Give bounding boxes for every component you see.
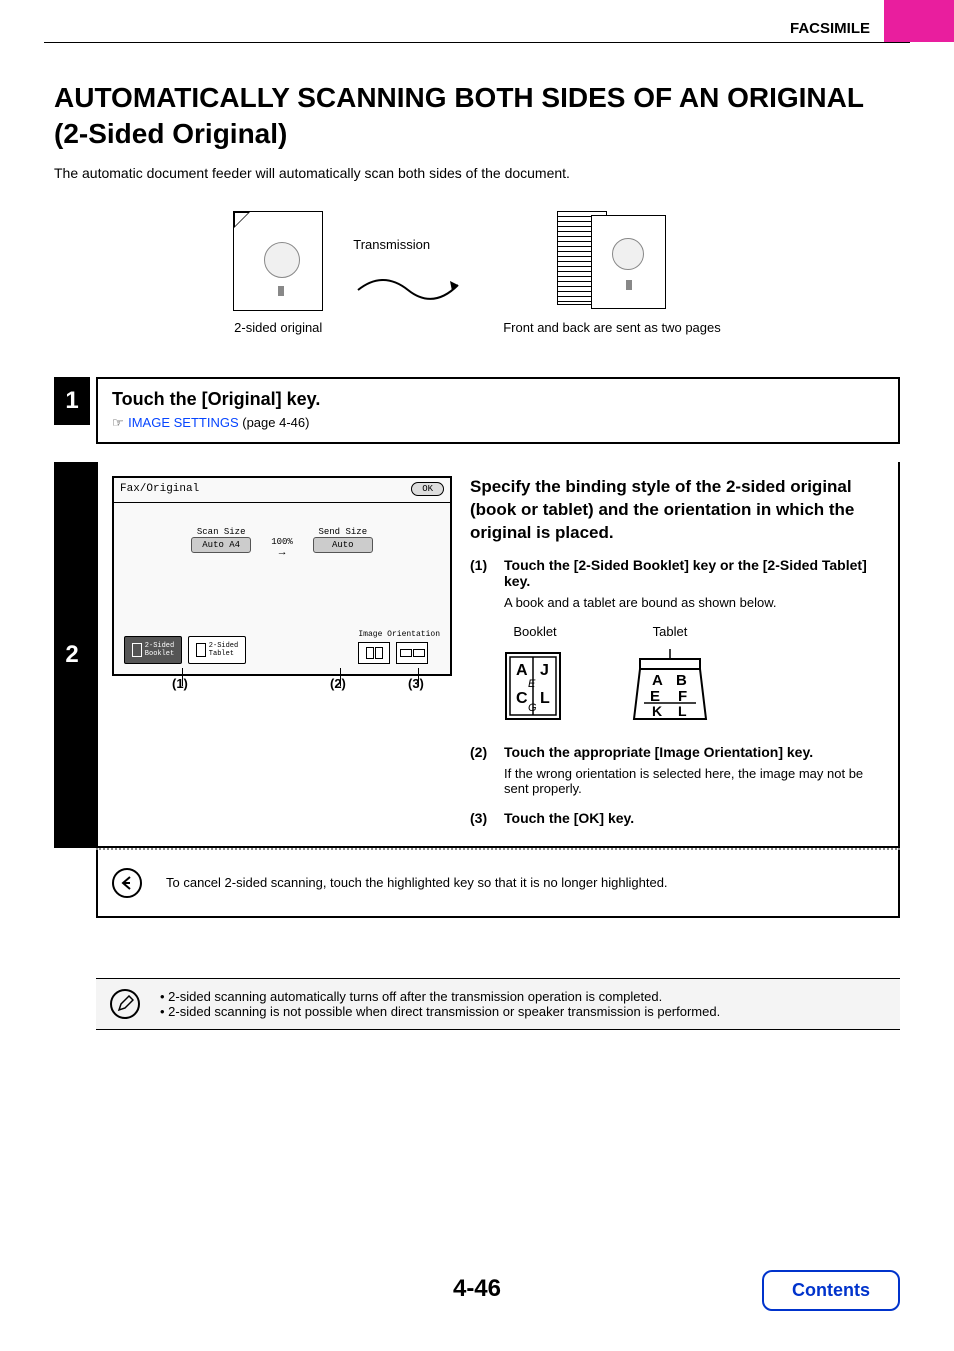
pencil-icon bbox=[110, 989, 140, 1019]
booklet-icon: A J E C L G bbox=[500, 645, 570, 725]
ok-button[interactable]: OK bbox=[411, 482, 444, 496]
cancel-text: To cancel 2-sided scanning, touch the hi… bbox=[166, 875, 668, 890]
cancel-note-row: To cancel 2-sided scanning, touch the hi… bbox=[96, 850, 900, 918]
svg-text:K: K bbox=[652, 703, 662, 719]
instructions-column: Specify the binding style of the 2-sided… bbox=[470, 476, 884, 826]
note-1: • 2-sided scanning automatically turns o… bbox=[160, 989, 720, 1004]
ui-panel-column: Fax/Original OK Scan Size Auto A4 100% → bbox=[112, 476, 452, 826]
right-caption: Front and back are sent as two pages bbox=[503, 319, 721, 337]
section-label: FACSIMILE bbox=[790, 20, 870, 37]
notes-box: • 2-sided scanning automatically turns o… bbox=[96, 978, 900, 1030]
substep2-body: If the wrong orientation is selected her… bbox=[504, 766, 884, 796]
scan-size-label: Scan Size bbox=[191, 527, 251, 537]
svg-text:E: E bbox=[528, 678, 536, 690]
pointer-icon: ☞ bbox=[112, 415, 124, 430]
scan-size-field[interactable]: Auto A4 bbox=[191, 537, 251, 553]
orientation-label: Image Orientation bbox=[358, 630, 440, 639]
substep2-num: (2) bbox=[470, 744, 496, 760]
callout-2: (2) bbox=[330, 676, 346, 691]
image-settings-link[interactable]: IMAGE SETTINGS bbox=[128, 415, 239, 430]
callout-3: (3) bbox=[408, 676, 424, 691]
booklet-label: Booklet bbox=[500, 624, 570, 639]
svg-text:B: B bbox=[676, 672, 687, 689]
step-2: 2 Fax/Original OK Scan Size Auto A4 bbox=[54, 462, 900, 848]
left-caption: 2-sided original bbox=[233, 319, 323, 337]
callout-1: (1) bbox=[172, 676, 188, 691]
substep3-title: Touch the [OK] key. bbox=[504, 810, 634, 826]
header-rule bbox=[44, 42, 910, 43]
section-tab bbox=[884, 0, 954, 42]
link-suffix: (page 4-46) bbox=[239, 415, 310, 430]
svg-text:A: A bbox=[652, 672, 663, 689]
page-title: AUTOMATICALLY SCANNING BOTH SIDES OF AN … bbox=[54, 80, 900, 153]
svg-text:L: L bbox=[678, 703, 687, 719]
step-1: 1 Touch the [Original] key. ☞ IMAGE SETT… bbox=[54, 377, 900, 444]
tablet-toggle[interactable]: 2-Sided Tablet bbox=[188, 636, 246, 664]
tablet-label: Tablet bbox=[630, 624, 710, 639]
send-size-field[interactable]: Auto bbox=[313, 537, 373, 553]
ratio-label: 100% bbox=[271, 537, 293, 547]
diagram-right: Front and back are sent as two pages bbox=[503, 211, 721, 337]
svg-text:G: G bbox=[528, 702, 537, 714]
booklet-toggle[interactable]: 2-Sided Booklet bbox=[124, 636, 182, 664]
substep1-num: (1) bbox=[470, 557, 496, 589]
contents-button[interactable]: Contents bbox=[762, 1270, 900, 1311]
svg-text:J: J bbox=[540, 662, 549, 679]
panel-title: Fax/Original bbox=[120, 483, 199, 495]
substep1-title: Touch the [2-Sided Booklet] key or the [… bbox=[504, 557, 884, 589]
step-number-2: 2 bbox=[54, 641, 90, 669]
substep1-body: A book and a tablet are bound as shown b… bbox=[504, 595, 884, 610]
step2-title: Specify the binding style of the 2-sided… bbox=[470, 476, 884, 545]
main-content: AUTOMATICALLY SCANNING BOTH SIDES OF AN … bbox=[54, 80, 900, 1030]
fax-original-panel: Fax/Original OK Scan Size Auto A4 100% → bbox=[112, 476, 452, 676]
substep2-title: Touch the appropriate [Image Orientation… bbox=[504, 744, 813, 760]
cancel-icon bbox=[112, 868, 142, 898]
svg-text:A: A bbox=[516, 662, 528, 679]
tablet-icon: A B E F K L bbox=[630, 645, 710, 725]
binding-diagrams: Booklet A J E C L G bbox=[500, 624, 884, 730]
orientation-portrait[interactable] bbox=[358, 642, 390, 664]
step1-title: Touch the [Original] key. bbox=[112, 389, 884, 410]
svg-text:L: L bbox=[540, 690, 550, 707]
transmission-label: Transmission bbox=[353, 236, 473, 254]
svg-text:C: C bbox=[516, 690, 528, 707]
note-2: • 2-sided scanning is not possible when … bbox=[160, 1004, 720, 1019]
substep3-num: (3) bbox=[470, 810, 496, 826]
transmission-diagram: 2-sided original Transmission Front and … bbox=[54, 211, 900, 337]
intro-text: The automatic document feeder will autom… bbox=[54, 165, 900, 181]
orientation-landscape[interactable] bbox=[396, 642, 428, 664]
arrow-block: Transmission bbox=[353, 211, 473, 315]
diagram-left: 2-sided original bbox=[233, 211, 323, 337]
send-size-label: Send Size bbox=[313, 527, 373, 537]
step-number-1: 1 bbox=[54, 377, 90, 425]
arrow-icon bbox=[353, 260, 473, 310]
